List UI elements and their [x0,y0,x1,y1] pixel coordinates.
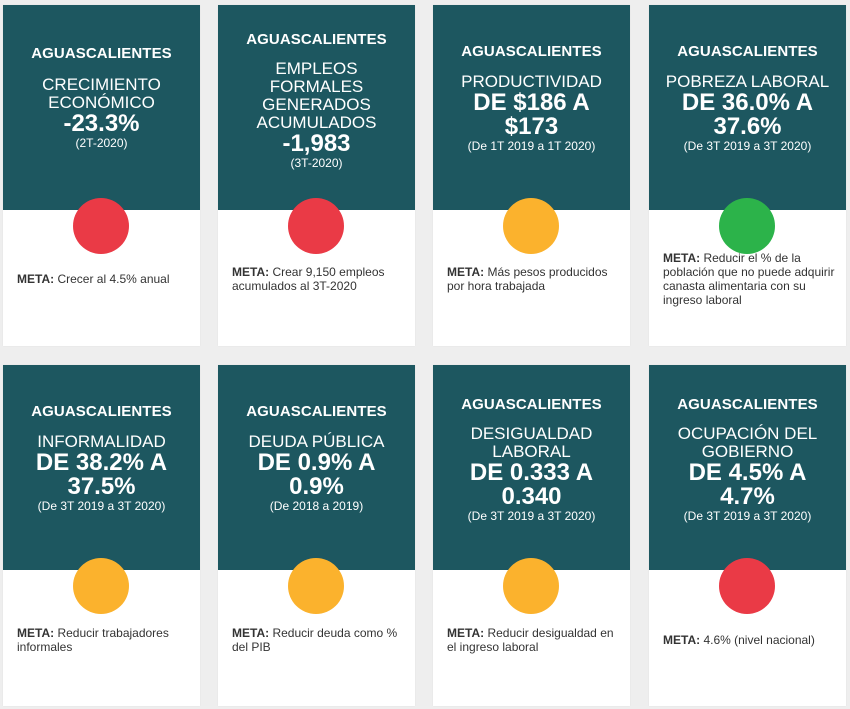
indicator-value: DE 36.0% A 37.6% [681,89,814,140]
state-name: AGUASCALIENTES [246,31,387,48]
indicator-value: DE 38.2% A 37.5% [35,449,168,500]
indicator-name: DEUDA PÚBLICA [248,432,385,451]
indicator-value: -23.3% [63,110,140,137]
indicator-card-productividad: AGUASCALIENTES PRODUCTIVIDAD DE $186 A $… [433,5,630,346]
indicator-card-empleos: AGUASCALIENTES EMPLEOS FORMALES GENERADO… [218,5,415,346]
state-name: AGUASCALIENTES [31,403,172,420]
indicator-name: INFORMALIDAD [37,432,166,451]
card-header: AGUASCALIENTES OCUPACIÓN DEL GOBIERNO DE… [649,365,846,570]
goal-text: META: Crear 9,150 empleos acumulados al … [232,265,407,293]
indicator-period: (De 3T 2019 a 3T 2020) [683,509,812,523]
goal-description: Reducir desigualdad en el ingreso labora… [447,626,614,654]
indicator-period: (De 3T 2019 a 3T 2020) [467,509,596,523]
state-name: AGUASCALIENTES [461,396,602,413]
indicator-period: (De 1T 2019 a 1T 2020) [467,139,596,153]
goal-description: Más pesos producidos por hora trabajada [447,265,608,293]
goal-text: META: Más pesos producidos por hora trab… [447,265,622,293]
goal-description: Crecer al 4.5% anual [57,272,170,286]
indicator-name: OCUPACIÓN DEL GOBIERNO [677,424,818,461]
indicator-card-deuda: AGUASCALIENTES DEUDA PÚBLICA DE 0.9% A 0… [218,365,415,706]
goal-label: META: [17,272,55,286]
state-name: AGUASCALIENTES [677,43,818,60]
indicator-value: DE 0.9% A 0.9% [257,449,376,500]
card-header: AGUASCALIENTES POBREZA LABORAL DE 36.0% … [649,5,846,210]
status-dot-red [719,558,775,614]
state-name: AGUASCALIENTES [461,43,602,60]
indicator-card-desigualdad: AGUASCALIENTES DESIGUALDAD LABORAL DE 0.… [433,365,630,706]
goal-description: Reducir trabajadores informales [17,626,169,654]
goal-description: Reducir el % de la población que no pued… [663,251,835,307]
card-header: AGUASCALIENTES INFORMALIDAD DE 38.2% A 3… [3,365,200,570]
goal-text: META: Reducir desigualdad en el ingreso … [447,626,622,654]
indicator-period: (De 2018 a 2019) [269,499,364,513]
card-header: AGUASCALIENTES CRECIMIENTO ECONÓMICO -23… [3,5,200,210]
indicator-name: POBREZA LABORAL [665,72,830,91]
indicator-name: CRECIMIENTO ECONÓMICO [42,75,161,112]
indicator-card-ocupacion: AGUASCALIENTES OCUPACIÓN DEL GOBIERNO DE… [649,365,846,706]
state-name: AGUASCALIENTES [677,396,818,413]
card-header: AGUASCALIENTES DEUDA PÚBLICA DE 0.9% A 0… [218,365,415,570]
goal-text: META: Reducir deuda como % del PIB [232,626,407,654]
indicator-card-crecimiento: AGUASCALIENTES CRECIMIENTO ECONÓMICO -23… [3,5,200,346]
status-dot-yellow [288,558,344,614]
status-dot-yellow [73,558,129,614]
indicator-period: (3T-2020) [290,156,343,170]
indicator-name: EMPLEOS FORMALES GENERADOS ACUMULADOS [256,59,377,132]
goal-label: META: [447,265,485,279]
indicator-name: PRODUCTIVIDAD [461,72,602,91]
status-dot-green [719,198,775,254]
indicator-value: DE 0.333 A 0.340 [469,459,594,510]
goal-text: META: 4.6% (nivel nacional) [663,633,838,647]
card-header: AGUASCALIENTES PRODUCTIVIDAD DE $186 A $… [433,5,630,210]
indicator-card-informalidad: AGUASCALIENTES INFORMALIDAD DE 38.2% A 3… [3,365,200,706]
status-dot-red [73,198,129,254]
goal-text: META: Reducir el % de la población que n… [663,251,838,307]
goal-label: META: [232,626,270,640]
goal-label: META: [447,626,485,640]
indicator-value: DE $186 A $173 [473,89,590,140]
goal-description: 4.6% (nivel nacional) [703,633,815,647]
status-dot-yellow [503,198,559,254]
goal-label: META: [17,626,55,640]
goal-label: META: [663,251,701,265]
goal-text: META: Reducir trabajadores informales [17,626,192,654]
card-header: AGUASCALIENTES DESIGUALDAD LABORAL DE 0.… [433,365,630,570]
status-dot-red [288,198,344,254]
card-header: AGUASCALIENTES EMPLEOS FORMALES GENERADO… [218,5,415,210]
state-name: AGUASCALIENTES [246,403,387,420]
indicator-value: -1,983 [282,130,351,157]
goal-text: META: Crecer al 4.5% anual [17,272,192,286]
indicator-period: (De 3T 2019 a 3T 2020) [683,139,812,153]
indicator-period: (2T-2020) [75,136,128,150]
goal-label: META: [232,265,270,279]
indicator-period: (De 3T 2019 a 3T 2020) [37,499,166,513]
indicator-value: DE 4.5% A 4.7% [688,459,807,510]
indicator-card-pobreza: AGUASCALIENTES POBREZA LABORAL DE 36.0% … [649,5,846,346]
goal-label: META: [663,633,701,647]
goal-description: Crear 9,150 empleos acumulados al 3T-202… [232,265,385,293]
indicator-name: DESIGUALDAD LABORAL [470,424,593,461]
state-name: AGUASCALIENTES [31,45,172,62]
status-dot-yellow [503,558,559,614]
goal-description: Reducir deuda como % del PIB [232,626,398,654]
